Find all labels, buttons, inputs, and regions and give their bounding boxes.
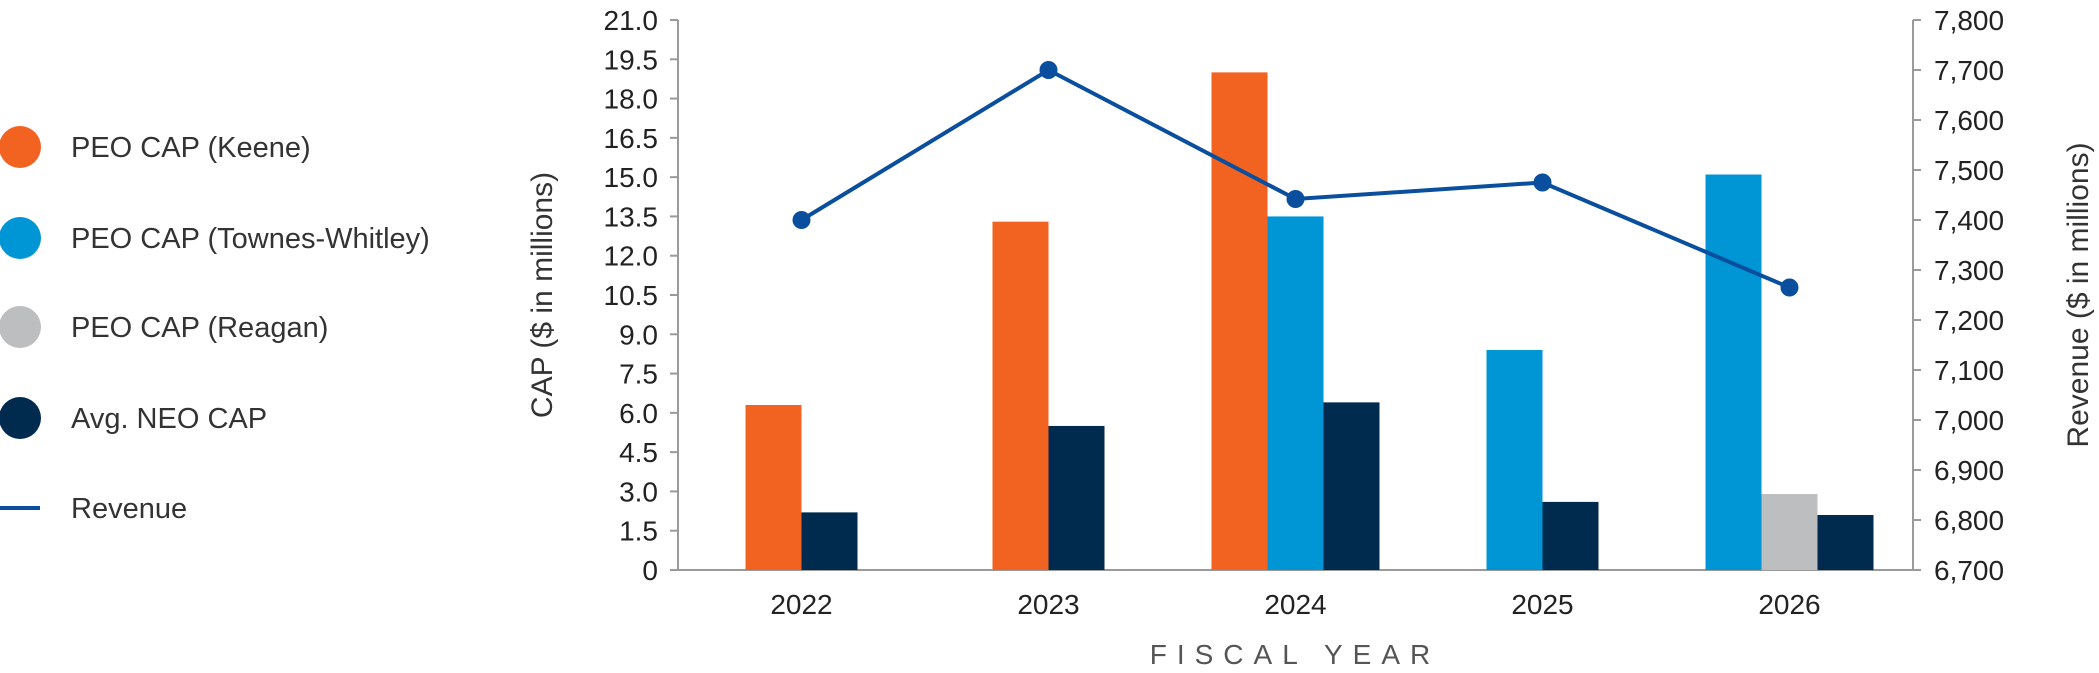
y2-tick-label: 7,600 — [1934, 105, 2004, 136]
legend-swatch-2 — [0, 306, 41, 348]
y-tick-label: 15.0 — [604, 162, 659, 193]
y-tick-label: 3.0 — [619, 476, 658, 507]
x-axis-title: FISCAL YEAR — [1150, 639, 1441, 670]
y2-axis-title: Revenue ($ in millions) — [2062, 142, 2095, 447]
bar-2026-peo-cap-townes-whitley — [1705, 174, 1762, 570]
legend-label: PEO CAP (Keene) — [71, 132, 311, 164]
bar-2024-peo-cap-townes-whitley — [1267, 216, 1324, 570]
bar-2024-avg-neo-cap — [1323, 402, 1380, 570]
legend-label: Revenue — [71, 493, 187, 525]
legend-swatch-0 — [0, 126, 41, 168]
y2-tick-label: 7,200 — [1934, 305, 2004, 336]
y-tick-label: 7.5 — [619, 359, 658, 390]
revenue-point-2026 — [1780, 278, 1799, 297]
y2-tick-label: 7,700 — [1934, 55, 2004, 86]
bar-2023-avg-neo-cap — [1048, 425, 1105, 570]
legend-label: Avg. NEO CAP — [71, 403, 267, 435]
bar-2023-peo-cap-keene — [992, 221, 1049, 570]
y2-tick-label: 7,100 — [1934, 355, 2004, 386]
y-tick-label: 13.5 — [604, 201, 659, 232]
x-tick-label: 2024 — [1264, 589, 1326, 620]
y2-tick-label: 6,700 — [1934, 555, 2004, 586]
bar-2024-peo-cap-keene — [1211, 72, 1268, 570]
x-tick-label: 2026 — [1758, 589, 1820, 620]
revenue-point-2022 — [792, 211, 811, 229]
y2-axis-ticks: 6,700 6,800 6,900 7,000 7,100 7,200 7,300 7,400… — [1913, 5, 2004, 586]
y2-tick-label: 7,500 — [1934, 155, 2004, 186]
bar-2026-peo-cap-reagan — [1761, 494, 1818, 570]
y2-tick-label: 7,800 — [1934, 5, 2004, 36]
x-tick-label: 2025 — [1511, 589, 1573, 620]
revenue-line — [792, 61, 1799, 297]
y-axis-ticks: 0 1.5 3.0 4.5 6.0 7.5 9.0 10.5 12.0 13.5 15.0 16.5 1… — [604, 5, 678, 586]
bar-2026-avg-neo-cap — [1817, 515, 1874, 570]
x-tick-label: 2022 — [770, 589, 832, 620]
y2-tick-label: 6,900 — [1934, 455, 2004, 486]
legend-swatch-1 — [0, 217, 41, 259]
y-tick-label: 18.0 — [604, 84, 659, 115]
legend-swatch-3 — [0, 397, 41, 439]
bars — [745, 72, 1874, 570]
y-tick-label: 4.5 — [619, 437, 658, 468]
y-tick-label: 9.0 — [619, 319, 658, 350]
bar-2025-avg-neo-cap — [1542, 501, 1599, 570]
y2-tick-label: 7,300 — [1934, 255, 2004, 286]
x-axis-ticks: 2022 2023 2024 2025 2026 — [770, 589, 1820, 620]
revenue-point-2023 — [1039, 61, 1058, 79]
revenue-point-2025 — [1533, 173, 1552, 192]
y-tick-label: 0 — [642, 555, 658, 586]
y-tick-label: 19.5 — [604, 44, 659, 75]
revenue-point-2024 — [1286, 190, 1305, 208]
y-tick-label: 12.0 — [604, 241, 659, 272]
bar-2022-peo-cap-keene — [745, 405, 802, 570]
y-tick-label: 16.5 — [604, 123, 659, 154]
legend-label: PEO CAP (Reagan) — [71, 312, 328, 344]
bar-2025-peo-cap-townes-whitley — [1486, 350, 1543, 570]
y-tick-label: 21.0 — [604, 5, 659, 36]
y-tick-label: 6.0 — [619, 398, 658, 429]
y-tick-label: 1.5 — [619, 516, 658, 547]
bar-2022-avg-neo-cap — [801, 512, 858, 570]
legend: PEO CAP (Keene) PEO CAP (Townes-Whitley) P… — [0, 126, 430, 525]
x-tick-label: 2023 — [1017, 589, 1079, 620]
y2-tick-label: 6,800 — [1934, 505, 2004, 536]
y-tick-label: 10.5 — [604, 280, 659, 311]
legend-label: PEO CAP (Townes-Whitley) — [71, 223, 430, 255]
y-axis-title: CAP ($ in millions) — [526, 172, 559, 418]
y2-tick-label: 7,400 — [1934, 205, 2004, 236]
y2-tick-label: 7,000 — [1934, 405, 2004, 436]
